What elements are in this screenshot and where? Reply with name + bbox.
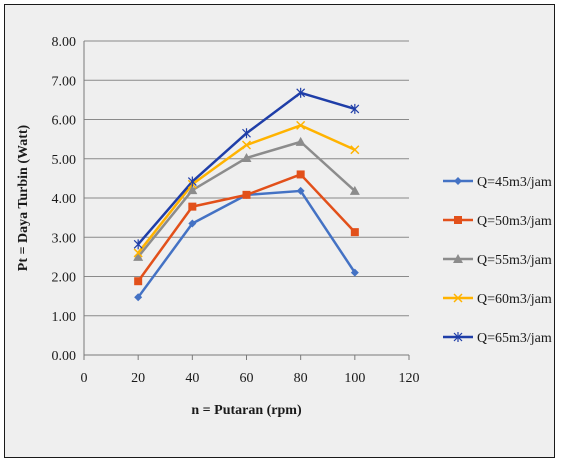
- data-point-q-55m3-jam: [349, 185, 360, 195]
- data-point-q-60m3-jam: [350, 145, 360, 155]
- x-tick-label: 40: [185, 371, 199, 386]
- data-point-q-45m3-jam: [350, 268, 359, 277]
- x-tick-label: 0: [81, 371, 88, 386]
- data-point-q-50m3-jam: [188, 202, 197, 211]
- y-axis-title: Pt = Daya Turbin (Watt): [16, 124, 31, 271]
- data-point-q-60m3-jam: [296, 120, 306, 130]
- data-point-q-45m3-jam: [188, 219, 197, 228]
- legend-item-q-60m3-jam: Q=60m3/jam: [443, 292, 552, 307]
- x-axis-title: n = Putaran (rpm): [191, 403, 302, 418]
- legend-label: Q=65m3/jam: [477, 331, 552, 346]
- legend-label: Q=50m3/jam: [477, 214, 552, 229]
- data-point-q-60m3-jam: [133, 248, 143, 258]
- legend-item-q-45m3-jam: Q=45m3/jam: [443, 175, 552, 190]
- y-tick-label: 5.00: [52, 153, 77, 168]
- x-tick-label: 60: [240, 371, 254, 386]
- legend-label: Q=45m3/jam: [477, 175, 552, 190]
- y-tick-label: 3.00: [52, 231, 77, 246]
- legend-marker: [453, 293, 463, 303]
- data-point-q-50m3-jam: [242, 190, 251, 199]
- data-point-q-65m3-jam: [133, 239, 143, 250]
- data-point-q-65m3-jam: [296, 87, 306, 98]
- data-point-q-65m3-jam: [242, 128, 251, 139]
- data-point-q-50m3-jam: [134, 277, 143, 286]
- legend-item-q-55m3-jam: Q=55m3/jam: [443, 253, 552, 268]
- data-point-q-50m3-jam: [350, 228, 359, 237]
- data-point-q-55m3-jam: [295, 136, 306, 146]
- grid-lines: [84, 40, 409, 317]
- legend-marker: [453, 332, 463, 342]
- legend: Q=45m3/jam Q=50m3/jam Q=55m3/jam Q=60m3/jam…: [443, 175, 552, 346]
- legend-marker: [453, 254, 463, 263]
- data-point-q-60m3-jam: [241, 140, 252, 150]
- x-tick-label: 120: [399, 371, 420, 386]
- legend-item-q-65m3-jam: Q=65m3/jam: [443, 331, 552, 346]
- series-markers: [133, 87, 360, 302]
- line-chart: 0.00 1.00 2.00 3.00 4.00 5.00 6.00 7.00 8.00 0 20…: [16, 35, 552, 418]
- x-tick-label: 20: [131, 371, 145, 386]
- axes: [83, 41, 410, 360]
- x-tick-labels: 0 20 40 60 80 100 120: [81, 371, 420, 386]
- legend-marker: [454, 216, 462, 224]
- data-point-q-55m3-jam: [133, 251, 144, 261]
- data-point-q-45m3-jam: [296, 186, 305, 195]
- legend-label: Q=60m3/jam: [477, 292, 552, 307]
- chart-frame: 0.00 1.00 2.00 3.00 4.00 5.00 6.00 7.00 8.00 0 20…: [4, 4, 555, 458]
- data-point-q-50m3-jam: [296, 170, 305, 179]
- data-point-q-45m3-jam: [134, 293, 143, 302]
- legend-label: Q=55m3/jam: [477, 253, 552, 268]
- data-point-q-65m3-jam: [187, 176, 197, 187]
- series-line-q-50m3-jam: [137, 173, 356, 282]
- legend-item-q-50m3-jam: Q=50m3/jam: [443, 214, 552, 229]
- x-tick-label: 100: [344, 371, 365, 386]
- data-point-q-65m3-jam: [350, 103, 360, 114]
- data-point-q-55m3-jam: [187, 185, 198, 195]
- y-tick-label: 4.00: [52, 192, 77, 207]
- y-tick-label: 1.00: [52, 310, 77, 325]
- y-tick-label: 7.00: [52, 74, 77, 89]
- data-point-q-55m3-jam: [241, 152, 252, 162]
- legend-marker: [454, 177, 462, 185]
- y-tick-label: 2.00: [52, 271, 77, 286]
- y-tick-label: 0.00: [52, 349, 77, 364]
- y-tick-labels: 0.00 1.00 2.00 3.00 4.00 5.00 6.00 7.00 8.00: [52, 35, 77, 364]
- y-tick-label: 6.00: [52, 114, 77, 129]
- x-tick-label: 80: [294, 371, 308, 386]
- y-tick-label: 8.00: [52, 35, 77, 50]
